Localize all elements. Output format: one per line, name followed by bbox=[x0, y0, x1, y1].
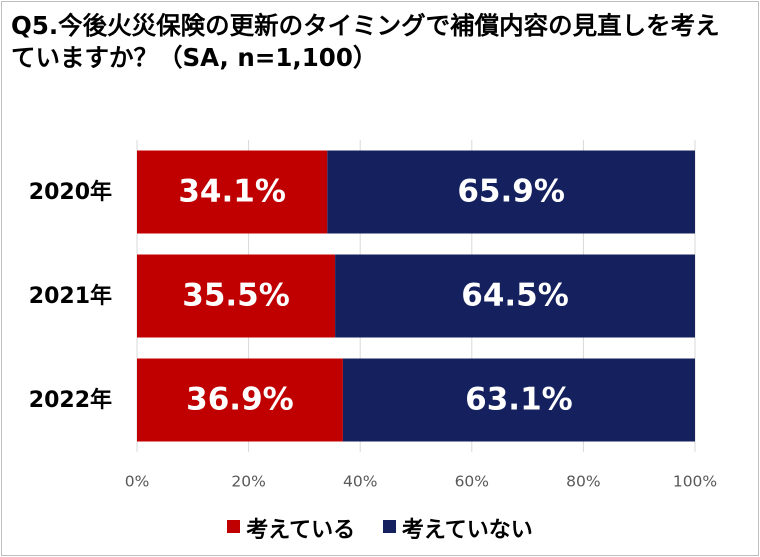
category-label: 2021年 bbox=[29, 283, 112, 309]
data-label: 36.9% bbox=[186, 382, 294, 418]
legend-swatch-thinking bbox=[227, 519, 241, 533]
category-label: 2020年 bbox=[29, 179, 112, 205]
x-tick-label: 80% bbox=[566, 473, 600, 491]
legend-item-not-thinking: 考えていない bbox=[382, 512, 533, 544]
chart-title: Q5.今後火災保険の更新のタイミングで補償内容の見直しを考えていますか？（SA,… bbox=[11, 11, 720, 72]
bar-thinking bbox=[137, 358, 343, 442]
x-tick-label: 100% bbox=[673, 473, 717, 491]
x-tick-label: 20% bbox=[231, 473, 265, 491]
legend-swatch-not-thinking bbox=[382, 519, 396, 533]
x-tick-label: 60% bbox=[455, 473, 489, 491]
data-label: 35.5% bbox=[182, 278, 290, 314]
legend-item-thinking: 考えている bbox=[227, 512, 355, 544]
plot-area: 34.1% 65.9% 2020年 35.5% 64.5% 2021年 36.9% 63.1%… bbox=[29, 140, 717, 491]
bar-thinking bbox=[137, 150, 328, 234]
data-label: 63.1% bbox=[465, 382, 573, 418]
x-tick-label: 40% bbox=[343, 473, 377, 491]
x-tick-label: 0% bbox=[125, 473, 150, 491]
category-label: 2022年 bbox=[29, 387, 112, 413]
bar-not-thinking bbox=[342, 358, 695, 442]
bar-not-thinking bbox=[327, 150, 695, 234]
data-label: 34.1% bbox=[178, 174, 286, 210]
data-label: 65.9% bbox=[457, 174, 565, 210]
legend: 考えている 考えていない bbox=[0, 512, 760, 544]
bar-not-thinking bbox=[335, 254, 695, 338]
data-label: 64.5% bbox=[461, 278, 569, 314]
bar-thinking bbox=[137, 254, 336, 338]
legend-label-not-thinking: 考えていない bbox=[401, 518, 533, 543]
legend-label-thinking: 考えている bbox=[246, 518, 356, 543]
